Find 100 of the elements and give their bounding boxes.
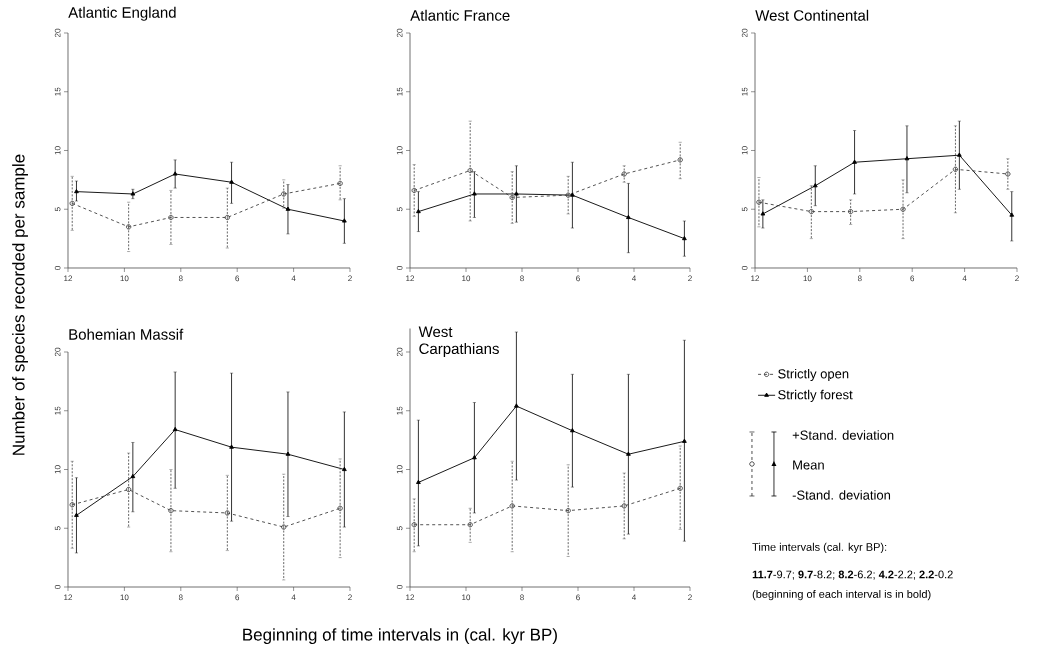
point bbox=[281, 191, 287, 197]
point bbox=[416, 208, 421, 214]
point bbox=[570, 428, 575, 433]
y-tick-label: 20 bbox=[396, 28, 403, 38]
x-tick-label: 4 bbox=[631, 275, 636, 282]
y-tick-label: 5 bbox=[396, 207, 403, 212]
y-tick-label: 15 bbox=[54, 406, 61, 415]
y-tick-label: 20 bbox=[54, 28, 61, 38]
x-tick-label: 8 bbox=[178, 594, 183, 601]
y-tick-label: 0 bbox=[54, 266, 61, 270]
x-tick-label: 4 bbox=[962, 275, 967, 282]
y-tick-label: 0 bbox=[741, 266, 748, 270]
point bbox=[74, 188, 79, 194]
y-tick-label: 15 bbox=[54, 87, 61, 96]
point bbox=[509, 194, 515, 201]
y-tick-label: 10 bbox=[54, 465, 61, 474]
point bbox=[69, 200, 75, 207]
text: +Stand. deviation bbox=[792, 430, 894, 440]
point bbox=[337, 180, 343, 187]
point bbox=[467, 522, 473, 528]
x-tick-label: 12 bbox=[64, 275, 73, 282]
point bbox=[812, 183, 818, 188]
point bbox=[760, 211, 766, 216]
point bbox=[172, 426, 178, 432]
point bbox=[342, 218, 347, 223]
x-tick-label: 8 bbox=[178, 275, 183, 282]
x-tick-label: 8 bbox=[520, 594, 524, 601]
point bbox=[74, 512, 79, 517]
point bbox=[509, 503, 515, 509]
point bbox=[285, 206, 291, 211]
point bbox=[172, 171, 178, 176]
legend-label: Strictly forest bbox=[778, 389, 853, 402]
y-tick-label: 0 bbox=[396, 266, 403, 270]
x-tick-label: 6 bbox=[235, 275, 240, 282]
x-tick-label: 6 bbox=[235, 594, 240, 601]
point bbox=[677, 157, 683, 163]
y-tick-label: 10 bbox=[396, 146, 403, 155]
chart-title: Atlantic England bbox=[68, 6, 176, 21]
point bbox=[626, 451, 631, 456]
x-tick-label: 2 bbox=[348, 275, 352, 282]
y-axis-title: Number of species recorded per sample bbox=[12, 154, 28, 455]
text: 11.7-9.7; 9.7-8.2; 8.2-6.2; 4.2-2.2; 2.2-0.2 bbox=[752, 570, 953, 580]
point bbox=[285, 451, 291, 456]
x-tick-label: 6 bbox=[576, 594, 580, 601]
x-tick-label: 4 bbox=[291, 594, 296, 601]
point bbox=[229, 444, 234, 449]
text: Mean bbox=[793, 460, 824, 470]
x-tick-label: 6 bbox=[576, 275, 580, 282]
point bbox=[621, 171, 627, 177]
point bbox=[224, 214, 230, 221]
x-tick-label: 12 bbox=[64, 594, 73, 601]
x-tick-label: 6 bbox=[910, 275, 915, 282]
x-tick-label: 10 bbox=[462, 594, 471, 601]
x-tick-label: 2 bbox=[348, 594, 352, 601]
point bbox=[467, 167, 473, 174]
x-tick-label: 2 bbox=[688, 275, 692, 282]
y-tick-label: 20 bbox=[741, 28, 748, 38]
point bbox=[472, 455, 477, 460]
y-tick-label: 10 bbox=[396, 465, 403, 474]
point bbox=[411, 522, 417, 528]
y-tick-label: 5 bbox=[54, 207, 61, 212]
x-tick-label: 4 bbox=[291, 275, 296, 282]
x-tick-label: 8 bbox=[857, 275, 862, 282]
x-tick-label: 4 bbox=[631, 594, 636, 601]
point bbox=[514, 191, 519, 196]
point bbox=[416, 479, 421, 484]
legend-label: Strictly open bbox=[778, 368, 849, 382]
chart-title: Atlantic France bbox=[410, 9, 510, 21]
point bbox=[677, 485, 683, 491]
point bbox=[514, 403, 519, 408]
point bbox=[69, 502, 75, 508]
point bbox=[852, 159, 857, 164]
chart-title: West Carpathians bbox=[418, 326, 499, 357]
point bbox=[1005, 171, 1011, 177]
text: Time intervals (cal. kyr BP): bbox=[752, 542, 887, 554]
y-tick-label: 5 bbox=[741, 207, 748, 212]
point bbox=[682, 438, 687, 443]
point bbox=[957, 152, 962, 157]
point bbox=[682, 235, 687, 241]
x-tick-label: 10 bbox=[120, 275, 129, 282]
x-tick-label: 10 bbox=[803, 275, 812, 282]
y-tick-label: 15 bbox=[741, 87, 748, 96]
point bbox=[565, 507, 571, 514]
x-tick-label: 12 bbox=[406, 275, 415, 282]
y-tick-label: 20 bbox=[396, 347, 403, 357]
point bbox=[847, 208, 854, 215]
point bbox=[224, 510, 230, 516]
x-axis-title: Beginning of time intervals in (cal. kyr BP) bbox=[243, 628, 557, 645]
point bbox=[342, 466, 347, 472]
point bbox=[904, 156, 910, 161]
text: (beginning of each interval is in bold) bbox=[752, 589, 931, 601]
point bbox=[125, 224, 132, 230]
chart-title: Bohemian Massif bbox=[69, 328, 184, 340]
point bbox=[229, 179, 234, 184]
point bbox=[952, 166, 959, 172]
point bbox=[621, 503, 627, 509]
point bbox=[565, 192, 571, 198]
point bbox=[125, 486, 132, 493]
x-tick-label: 10 bbox=[120, 594, 129, 601]
point bbox=[281, 524, 287, 530]
